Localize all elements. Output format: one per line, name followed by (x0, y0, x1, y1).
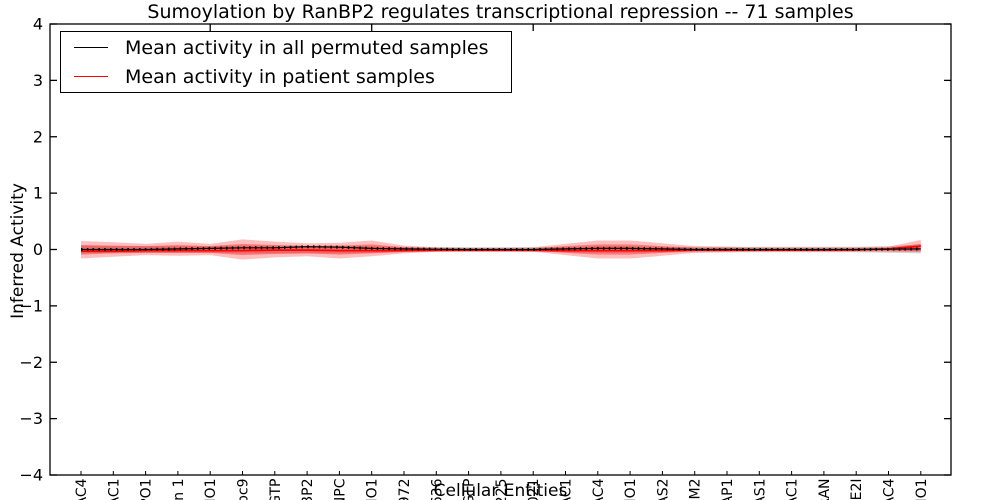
x-axis-label: Cellular Entities (433, 481, 568, 500)
y-tick-label: 3 (33, 71, 43, 90)
y-tick-label: −3 (19, 409, 43, 428)
x-tick-label: PIAS1 (752, 479, 768, 500)
x-tick-label: NPC (332, 478, 348, 500)
legend-item-patient: Mean activity in patient samples (61, 63, 511, 90)
y-tick-label: 2 (33, 127, 43, 146)
x-tick-label: MDM2 (688, 479, 704, 500)
x-tick-label: EntrezGene:23225 (494, 479, 510, 500)
x-tick-label: Ran/GTP/Exportin 1/HDAC4 (74, 478, 90, 500)
x-tick-label: RANBP2 (300, 479, 316, 500)
legend-label-patient: Mean activity in patient samples (125, 65, 435, 88)
x-tick-label: Ran/GTP/Exportin 1/HDAC1 (106, 479, 122, 500)
y-tick-label: −2 (19, 353, 43, 372)
y-tick-label: −1 (19, 296, 43, 315)
x-tick-label: XPO1 (139, 479, 155, 500)
x-tick-label: Ran/GTP/Exportin 1 (171, 479, 187, 500)
x-tick-label: RAN (817, 479, 833, 500)
legend-box: Mean activity in all permuted samples Me… (60, 31, 512, 93)
y-tick-label: −4 (19, 466, 43, 485)
x-tick-label: EntrezGene:23636 (429, 478, 445, 500)
chart-title: Sumoylation by RanBP2 regulates transcri… (147, 1, 854, 23)
x-tick-label: UBE2I (849, 479, 865, 500)
x-tick-label: EntrezGene:8021 (526, 479, 542, 500)
x-tick-label: NPC/RanGAP1/SUMO1/RanBP2/Ubc9 (236, 479, 252, 500)
patient-line-swatch (74, 76, 108, 77)
x-tick-label: SUMO1/HDAC1 (559, 479, 575, 500)
x-tick-label: mol:GTP (462, 479, 478, 500)
x-tick-label: SUMO1/HDAC4 (591, 478, 607, 500)
x-tick-label: RANGAP1 (720, 479, 736, 500)
y-axis-label: Inferred Activity (8, 183, 28, 319)
y-tick-label: 1 (33, 184, 43, 203)
x-tick-label: SUMO1 (623, 479, 639, 500)
y-tick-label: 4 (33, 15, 43, 34)
permuted-mean-dashes (81, 245, 921, 251)
y-tick-label: 0 (33, 240, 43, 259)
x-tick-label: EntrezGene:9972 (397, 479, 413, 500)
legend-label-permuted: Mean activity in all permuted samples (125, 36, 489, 59)
x-tick-label: HDAC1 (785, 479, 801, 500)
x-tick-label: Ran/GTP (268, 479, 284, 500)
legend-item-permuted: Mean activity in all permuted samples (61, 34, 511, 61)
permuted-line-swatch (74, 47, 108, 48)
x-tick-label: MDM2/SUMO1/SUMO1 (914, 479, 930, 500)
x-tick-label: NPC/RanGAP1/SUMO1 (203, 479, 219, 500)
x-tick-label: HDAC4 (882, 478, 898, 500)
x-tick-label: PIAS2 (655, 479, 671, 500)
x-tick-label: MDM2/SUMO1 (365, 479, 381, 500)
